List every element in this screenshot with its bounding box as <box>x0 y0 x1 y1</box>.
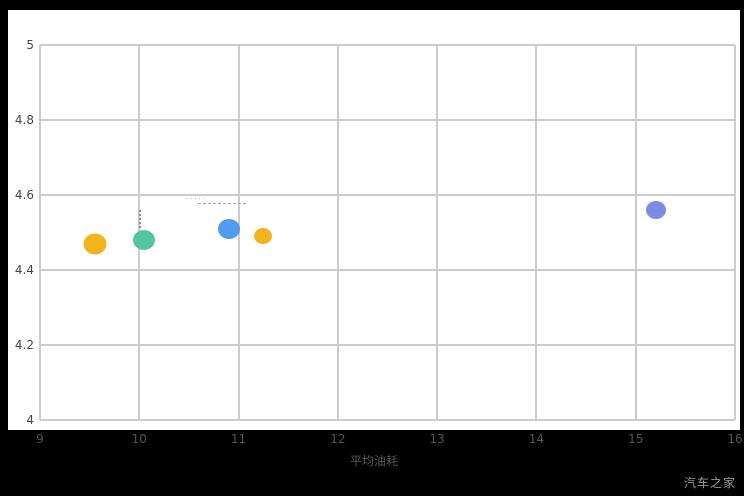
gridline-vertical <box>436 45 439 420</box>
x-axis-tick-label: 15 <box>628 432 644 446</box>
data-point[interactable] <box>217 218 240 239</box>
x-axis-tick-label: 14 <box>528 432 545 446</box>
y-axis-tick-label: 4.8 <box>14 113 34 127</box>
gridline-horizontal <box>40 194 735 196</box>
y-axis-tick-label: 4.2 <box>14 338 34 352</box>
gridline-vertical <box>336 45 339 420</box>
chart-canvas <box>8 10 740 430</box>
x-axis-tick-label: 13 <box>429 432 445 446</box>
y-axis-tick-label: 4 <box>26 413 34 427</box>
annotation-leader-line <box>198 203 246 204</box>
gridline-horizontal <box>40 269 735 271</box>
x-axis-tick-label: 11 <box>230 432 247 446</box>
y-axis-tick-label: 4.6 <box>14 188 34 202</box>
annotation-label: ····· <box>186 195 208 203</box>
gridline-horizontal <box>40 419 735 421</box>
gridline-vertical <box>634 45 637 420</box>
gridline-vertical <box>39 45 41 420</box>
gridline-vertical <box>734 45 736 420</box>
x-axis-tick-label: 16 <box>727 432 743 446</box>
gridline-vertical <box>535 45 538 420</box>
gridline-horizontal <box>40 44 735 46</box>
data-point[interactable] <box>254 228 273 245</box>
y-axis-tick-label: 4.4 <box>14 263 34 277</box>
data-point[interactable] <box>645 201 666 219</box>
x-axis-title: 平均油耗 <box>349 454 398 468</box>
gridline-horizontal <box>40 119 735 121</box>
data-point[interactable] <box>83 233 107 255</box>
annotation-dashed-connector <box>139 210 141 228</box>
x-axis-tick-label: 12 <box>330 432 346 446</box>
x-axis-tick-label: 10 <box>131 432 147 446</box>
gridline-horizontal <box>40 344 735 346</box>
x-axis-tick-label: 9 <box>36 432 44 446</box>
watermark: 汽车之家 <box>683 476 736 490</box>
y-axis-tick-label: 5 <box>26 38 34 52</box>
data-point[interactable] <box>133 230 156 250</box>
